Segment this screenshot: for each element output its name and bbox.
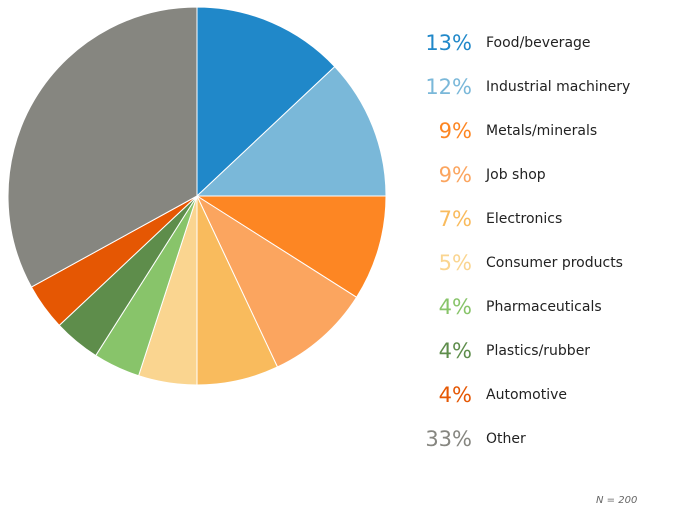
legend-label: Plastics/rubber [486,343,591,359]
legend-label: Other [486,431,526,447]
sample-size-note: N = 200 [596,495,638,506]
legend-label: Pharmaceuticals [486,299,602,315]
legend-item: 9% Metals/minerals [400,116,670,146]
pie-slice-metals-minerals [195,195,387,298]
pie-slice-other [7,6,198,288]
legend-item: 7% Electronics [400,204,670,234]
legend-percent: 12% [425,75,472,99]
legend-percent: 33% [425,427,472,451]
legend-item: 5% Consumer products [400,248,670,278]
pie-slice-job-shop [195,194,358,368]
pie-chart [7,6,387,386]
legend-percent: 4% [438,383,472,407]
legend-percent: 5% [438,251,472,275]
legend-item: 4% Pharmaceuticals [400,292,670,322]
legend-label: Consumer products [486,255,623,271]
legend-item: 4% Plastics/rubber [400,336,670,366]
legend-label: Metals/minerals [486,123,598,139]
legend-percent: 9% [438,163,472,187]
legend-item: 33% Other [400,424,670,454]
legend-percent: 7% [438,207,472,231]
pie-slice-food-beverage [196,6,336,198]
legend-label: Electronics [486,211,563,227]
legend-label: Food/beverage [486,35,591,51]
legend-label: Job shop [486,167,546,183]
legend-label: Automotive [486,387,567,403]
legend-percent: 9% [438,119,472,143]
legend-percent: 13% [425,31,472,55]
legend-item: 9% Job shop [400,160,670,190]
legend-percent: 4% [438,339,472,363]
legend-item: 12% Industrial machinery [400,72,670,102]
pie-slice-industrial-machinery [195,65,387,197]
legend-label: Industrial machinery [486,79,631,95]
legend-item: 13% Food/beverage [400,28,670,58]
legend-item: 4% Automotive [400,380,670,410]
legend-percent: 4% [438,295,472,319]
